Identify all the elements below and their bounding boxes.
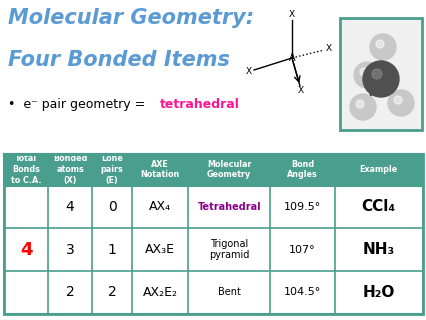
Text: 1: 1 bbox=[107, 243, 116, 257]
Text: NH₃: NH₃ bbox=[362, 242, 394, 257]
Text: 107°: 107° bbox=[288, 244, 315, 255]
Bar bbox=[4, 186, 422, 228]
Text: 4: 4 bbox=[20, 241, 32, 259]
Text: 2: 2 bbox=[66, 285, 75, 299]
Text: Example: Example bbox=[359, 165, 397, 174]
Text: Trigonal
pyramid: Trigonal pyramid bbox=[208, 239, 249, 260]
Bar bbox=[339, 18, 421, 130]
Text: Molecular Geometry:: Molecular Geometry: bbox=[8, 8, 253, 28]
Bar bbox=[4, 154, 422, 314]
Text: X: X bbox=[297, 86, 304, 95]
Circle shape bbox=[375, 40, 383, 48]
Text: •  e⁻ pair geometry =: • e⁻ pair geometry = bbox=[8, 98, 149, 111]
Text: Four Bonded Items: Four Bonded Items bbox=[8, 50, 229, 70]
Text: Total
Bonds
to C.A.: Total Bonds to C.A. bbox=[11, 154, 41, 185]
Circle shape bbox=[369, 34, 395, 60]
Text: Bonded
atoms
(X): Bonded atoms (X) bbox=[53, 154, 87, 185]
Text: X: X bbox=[245, 67, 251, 76]
Text: AX₂E₂: AX₂E₂ bbox=[142, 286, 177, 299]
Text: AXE
Notation: AXE Notation bbox=[140, 160, 179, 180]
Text: 104.5°: 104.5° bbox=[283, 287, 320, 297]
Text: Lone
pairs
(E): Lone pairs (E) bbox=[101, 154, 123, 185]
Circle shape bbox=[371, 69, 381, 79]
Circle shape bbox=[362, 61, 398, 97]
Text: 2: 2 bbox=[107, 285, 116, 299]
Text: Tetrahedral: Tetrahedral bbox=[197, 202, 260, 212]
Bar bbox=[4, 271, 422, 314]
Text: AX₄: AX₄ bbox=[149, 200, 171, 213]
Text: CCl₄: CCl₄ bbox=[361, 199, 395, 214]
Circle shape bbox=[353, 62, 379, 88]
Text: Bond
Angles: Bond Angles bbox=[286, 160, 317, 180]
Text: Bent: Bent bbox=[217, 287, 240, 297]
Circle shape bbox=[393, 96, 401, 104]
Bar bbox=[4, 154, 422, 186]
Circle shape bbox=[387, 90, 413, 116]
Circle shape bbox=[355, 100, 363, 108]
Text: 0: 0 bbox=[107, 200, 116, 214]
Text: 4: 4 bbox=[66, 200, 75, 214]
Bar bbox=[4, 228, 422, 271]
Text: H₂O: H₂O bbox=[362, 285, 394, 300]
Text: AX₃E: AX₃E bbox=[145, 243, 175, 256]
Text: A: A bbox=[288, 53, 295, 63]
Text: 3: 3 bbox=[66, 243, 75, 257]
Circle shape bbox=[359, 68, 367, 76]
Text: tetrahedral: tetrahedral bbox=[160, 98, 239, 111]
Text: 109.5°: 109.5° bbox=[283, 202, 320, 212]
Circle shape bbox=[349, 94, 375, 120]
Text: X: X bbox=[325, 44, 331, 53]
Text: Molecular
Geometry: Molecular Geometry bbox=[207, 160, 251, 180]
Text: X: X bbox=[288, 10, 294, 19]
